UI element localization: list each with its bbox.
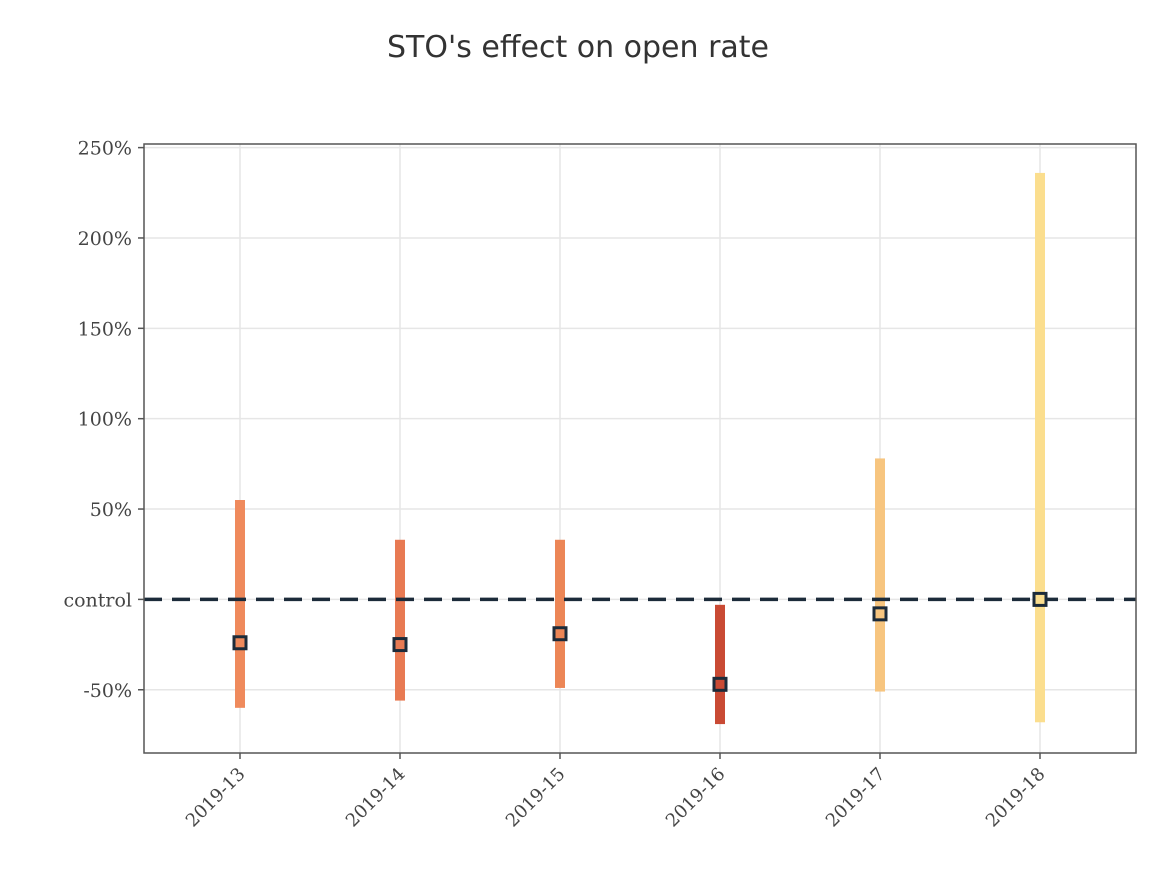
plot-frame — [143, 143, 1137, 754]
y-tick-label: 100% — [78, 409, 132, 431]
x-tick-label: 2019-15 — [502, 764, 570, 832]
chart-title: STO's effect on open rate — [386, 30, 770, 65]
point-marker-2019-14 — [392, 637, 408, 653]
point-markers — [232, 591, 1048, 692]
point-marker-2019-15 — [552, 626, 568, 642]
interval-bars — [235, 172, 1045, 725]
y-tick-label: 150% — [78, 318, 132, 340]
interval-bar-2019-16 — [715, 604, 725, 725]
x-tick-label: 2019-16 — [662, 764, 730, 832]
y-tick-label: control — [63, 589, 132, 611]
point-marker-2019-13 — [232, 635, 248, 651]
interval-bar-2019-17 — [875, 458, 885, 692]
interval-bar-2019-13 — [235, 500, 245, 708]
point-marker-2019-17 — [872, 606, 888, 622]
y-tick-label: 200% — [78, 228, 132, 250]
x-axis: 2019-13 2019-14 2019-15 2019-16 2019-17 2019-… — [182, 753, 1050, 831]
interval-bar-2019-15 — [555, 539, 565, 688]
x-tick-label: 2019-13 — [182, 764, 250, 832]
x-tick-label: 2019-14 — [342, 764, 410, 832]
point-marker-2019-18 — [1032, 591, 1048, 607]
x-tick-label: 2019-18 — [982, 764, 1050, 832]
x-tick-label: 2019-17 — [822, 764, 890, 832]
grid-lines — [144, 144, 1136, 753]
interval-bar-2019-14 — [395, 539, 405, 701]
y-tick-label: 50% — [90, 499, 132, 521]
interval-bar-2019-18 — [1035, 172, 1045, 723]
point-marker-2019-16 — [712, 676, 728, 692]
y-axis: 250% 200% 150% 100% 50% control -50% — [63, 138, 144, 702]
y-tick-label: 250% — [78, 138, 132, 160]
y-tick-label: -50% — [83, 680, 132, 702]
